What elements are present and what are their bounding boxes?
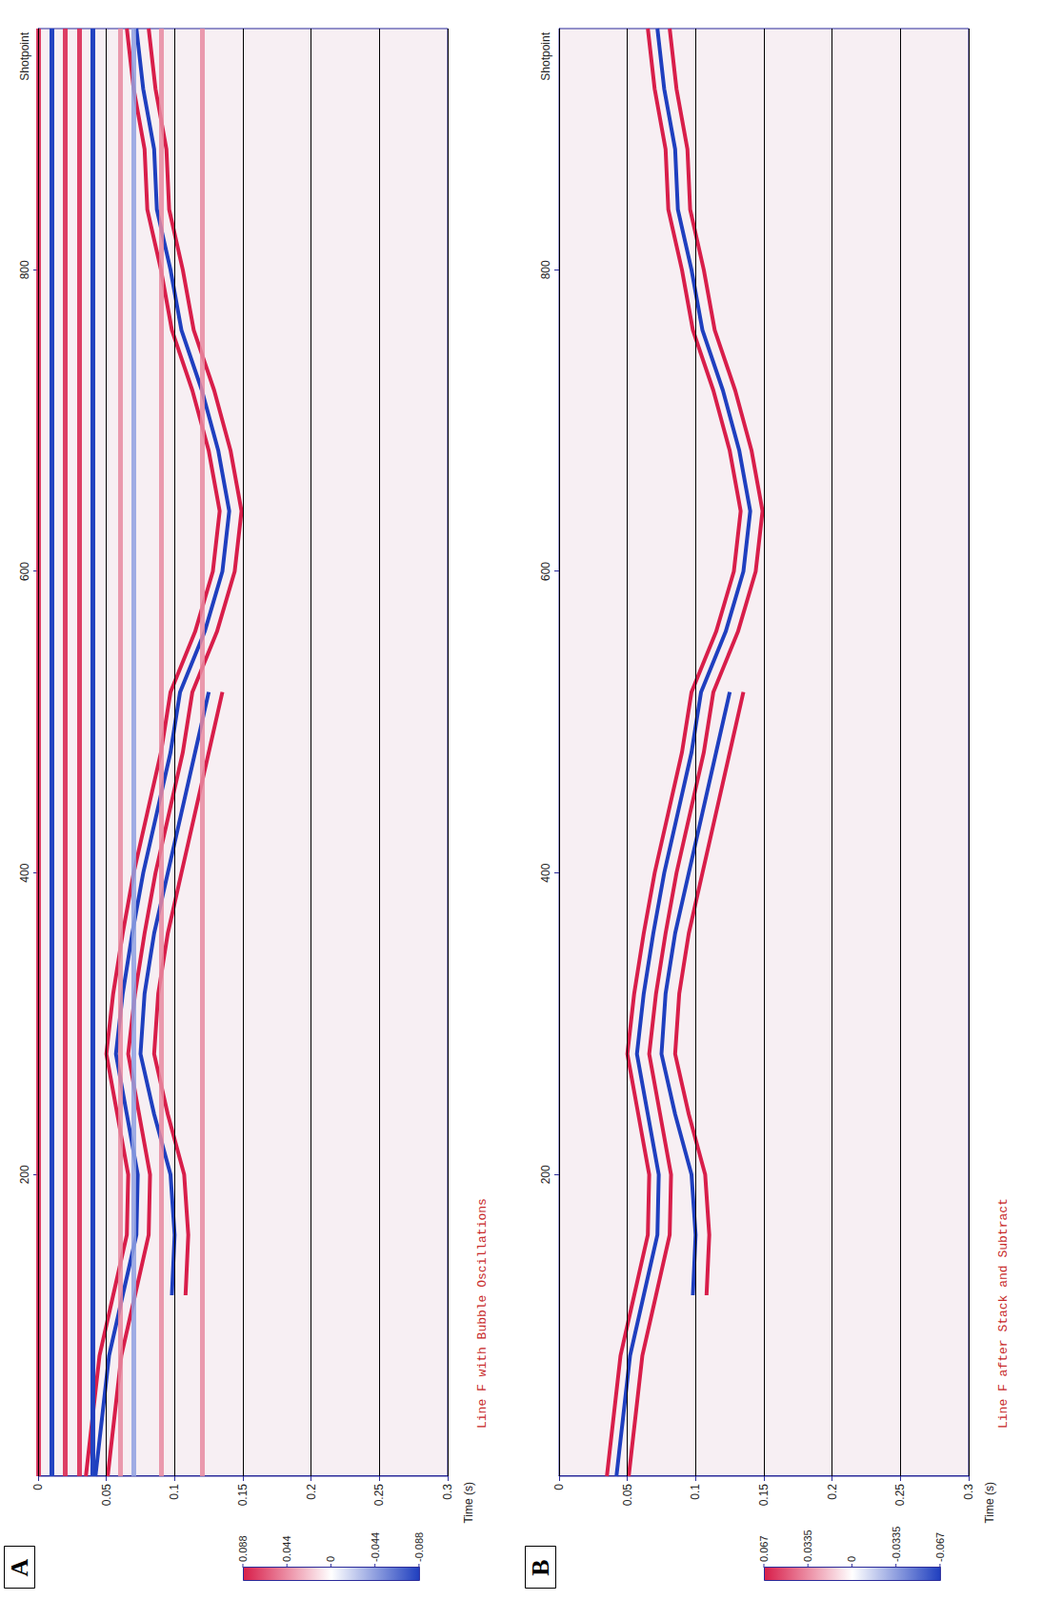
svg-text:0.044: 0.044 [280,1535,293,1563]
svg-text:0.05: 0.05 [621,1483,635,1507]
svg-text:800: 800 [18,260,32,280]
svg-text:600: 600 [18,561,32,582]
svg-text:600: 600 [539,561,553,582]
svg-text:0.3: 0.3 [440,1483,455,1501]
svg-text:0.25: 0.25 [893,1483,907,1507]
svg-text:200: 200 [18,1164,32,1184]
svg-text:0.067: 0.067 [758,1535,770,1563]
svg-text:0.1: 0.1 [688,1483,702,1501]
svg-text:Line F after Stack and Subtrac: Line F after Stack and Subtract [996,1198,1011,1429]
svg-text:400: 400 [18,862,32,882]
svg-text:-0.044: -0.044 [369,1532,381,1563]
svg-text:Shotpoint: Shotpoint [539,31,553,81]
svg-text:0.3: 0.3 [961,1483,976,1501]
svg-text:-0.067: -0.067 [934,1532,946,1563]
svg-text:-0.088: -0.088 [413,1532,425,1563]
svg-text:0.25: 0.25 [372,1483,386,1507]
svg-text:0: 0 [31,1483,45,1491]
svg-text:Line F with Bubble Oscillation: Line F with Bubble Oscillations [475,1198,490,1429]
svg-text:0.05: 0.05 [100,1483,114,1507]
svg-text:400: 400 [539,862,553,882]
svg-text:0.15: 0.15 [757,1483,771,1507]
svg-text:0.1: 0.1 [167,1483,181,1501]
svg-text:B: B [526,1559,555,1576]
svg-text:Time (s): Time (s) [982,1482,997,1524]
svg-text:0.2: 0.2 [825,1483,840,1501]
svg-text:0: 0 [324,1556,337,1563]
svg-text:0: 0 [552,1483,566,1491]
svg-text:0: 0 [845,1556,858,1563]
svg-text:Shotpoint: Shotpoint [18,31,32,81]
svg-text:A: A [5,1558,34,1577]
svg-text:0.0335: 0.0335 [801,1529,814,1563]
svg-text:Time (s): Time (s) [461,1482,476,1524]
svg-text:0.088: 0.088 [237,1535,249,1563]
svg-text:0.15: 0.15 [236,1483,250,1507]
svg-text:0.2: 0.2 [304,1483,319,1501]
svg-text:800: 800 [539,260,553,280]
svg-text:200: 200 [539,1164,553,1184]
svg-text:-0.0335: -0.0335 [890,1526,902,1563]
